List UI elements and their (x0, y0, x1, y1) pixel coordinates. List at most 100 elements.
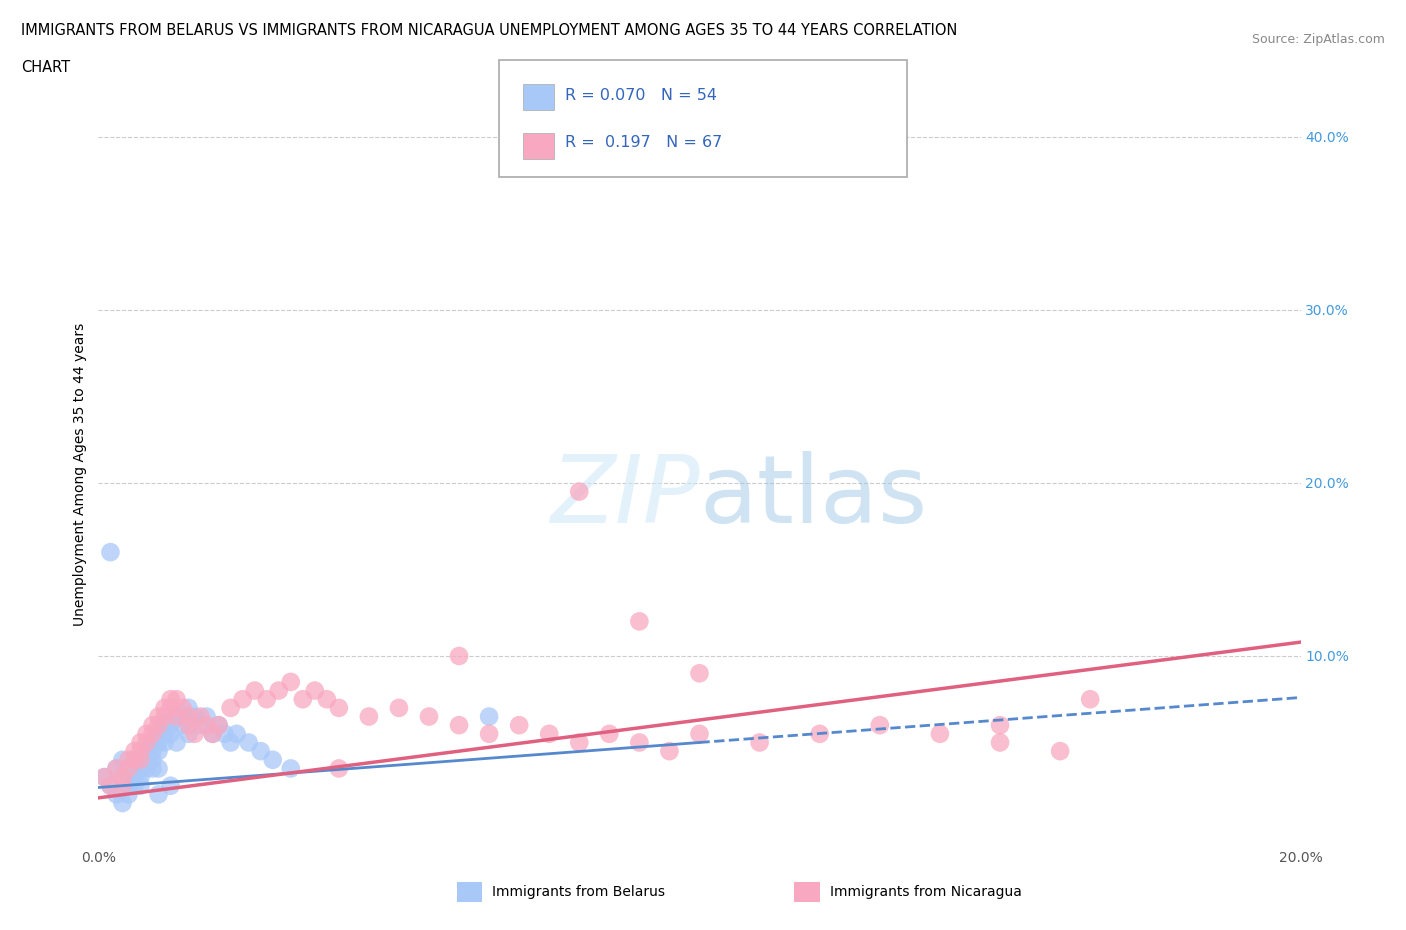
Point (117, 761, 139, 776)
Point (159, 726, 181, 741)
Point (148, 735, 170, 750)
Point (117, 778, 139, 793)
Point (153, 700, 176, 715)
Point (111, 752, 134, 767)
Point (105, 761, 128, 776)
Text: atlas: atlas (700, 451, 928, 542)
Point (568, 735, 591, 750)
Point (315, 692, 337, 707)
Point (568, 485, 591, 499)
Point (141, 735, 163, 750)
Point (148, 709, 170, 724)
Point (177, 726, 200, 741)
Point (988, 735, 1011, 750)
Point (1078, 692, 1101, 707)
Point (159, 692, 181, 707)
Point (447, 718, 470, 733)
Point (153, 735, 176, 750)
Point (357, 709, 380, 724)
Text: CHART: CHART (21, 60, 70, 75)
Point (141, 726, 163, 741)
Point (304, 684, 326, 698)
Point (166, 735, 188, 750)
Point (129, 752, 152, 767)
Point (658, 744, 681, 759)
Point (148, 787, 170, 802)
Point (111, 778, 134, 793)
Point (124, 770, 146, 785)
Point (238, 735, 260, 750)
Text: IMMIGRANTS FROM BELARUS VS IMMIGRANTS FROM NICARAGUA UNEMPLOYMENT AMONG AGES 35 : IMMIGRANTS FROM BELARUS VS IMMIGRANTS FR… (21, 23, 957, 38)
Point (141, 718, 163, 733)
Point (117, 752, 139, 767)
Point (508, 718, 530, 733)
Point (538, 726, 561, 741)
Point (267, 684, 290, 698)
Point (628, 614, 651, 629)
Point (159, 778, 181, 793)
Point (135, 744, 157, 759)
Point (124, 778, 146, 793)
Point (135, 726, 157, 741)
Point (141, 744, 163, 759)
Point (105, 761, 128, 776)
Text: R =  0.197   N = 67: R = 0.197 N = 67 (565, 135, 723, 150)
Point (172, 718, 194, 733)
Point (190, 718, 212, 733)
Point (153, 718, 176, 733)
Point (100, 778, 122, 793)
Point (598, 726, 620, 741)
Point (129, 744, 152, 759)
Point (988, 718, 1011, 733)
Point (280, 761, 302, 776)
Point (219, 700, 242, 715)
Point (111, 770, 134, 785)
Point (214, 726, 236, 741)
Point (232, 692, 254, 707)
Point (141, 761, 163, 776)
Point (172, 700, 194, 715)
Point (124, 761, 146, 776)
Point (447, 648, 470, 663)
Point (129, 735, 152, 750)
Point (183, 726, 205, 741)
Point (628, 735, 651, 750)
Point (148, 718, 170, 733)
Point (105, 787, 128, 802)
Point (141, 752, 163, 767)
Point (1049, 744, 1071, 759)
Point (93, 770, 115, 785)
Point (135, 735, 157, 750)
Text: Immigrants from Nicaragua: Immigrants from Nicaragua (830, 884, 1021, 899)
Text: Source: ZipAtlas.com: Source: ZipAtlas.com (1251, 33, 1385, 46)
Point (195, 718, 218, 733)
Point (111, 795, 134, 810)
Point (328, 761, 350, 776)
Point (243, 684, 266, 698)
Point (808, 726, 831, 741)
Point (195, 709, 218, 724)
Point (190, 709, 212, 724)
Point (225, 726, 247, 741)
Point (153, 726, 176, 741)
Point (159, 718, 181, 733)
Point (129, 752, 152, 767)
Text: R = 0.070   N = 54: R = 0.070 N = 54 (565, 87, 717, 102)
Point (929, 726, 952, 741)
Point (183, 709, 205, 724)
Point (208, 718, 231, 733)
Point (328, 700, 350, 715)
Point (478, 709, 501, 724)
Point (201, 726, 224, 741)
Point (124, 752, 146, 767)
Point (148, 744, 170, 759)
Point (748, 735, 770, 750)
Point (208, 718, 231, 733)
Point (166, 692, 188, 707)
Point (177, 700, 200, 715)
Text: Immigrants from Belarus: Immigrants from Belarus (492, 884, 665, 899)
Point (249, 744, 271, 759)
Point (148, 726, 170, 741)
Point (117, 787, 139, 802)
Point (201, 726, 224, 741)
